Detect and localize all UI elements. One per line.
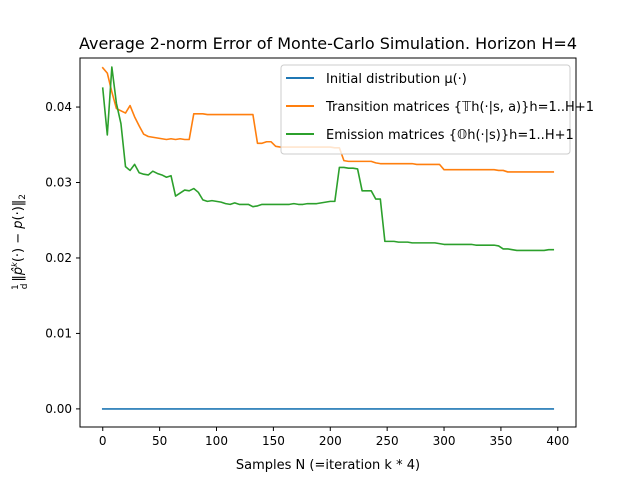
svg-text:1d‖p̂k(·) − p(·)‖2: 1d‖p̂k(·) − p(·)‖2 <box>10 194 30 290</box>
legend-box <box>280 64 571 155</box>
y-tick-label: 0.01 <box>45 326 72 340</box>
plot-area-frame <box>79 57 577 428</box>
legend-label-initial: Initial distribution μ(·) <box>326 72 467 87</box>
legend: Initial distribution μ(·) Transition mat… <box>280 64 594 155</box>
series-line-emission-matrices <box>101 66 555 252</box>
y-axis-ticks: 0.00 0.01 0.02 0.03 0.04 <box>45 100 80 416</box>
x-tick-label: 100 <box>205 434 228 448</box>
y-tick-label: 0.03 <box>45 176 72 190</box>
x-tick-label: 50 <box>152 434 167 448</box>
x-axis-ticks: 0 50 100 150 200 250 300 350 400 <box>99 427 569 448</box>
x-tick-label: 200 <box>319 434 342 448</box>
x-tick-label: 250 <box>376 434 399 448</box>
x-tick-label: 400 <box>546 434 569 448</box>
legend-label-emission: Emission matrices {𝕆h(·|s)}h=1..H+1 <box>326 128 574 143</box>
x-tick-label: 300 <box>433 434 456 448</box>
x-tick-label: 150 <box>262 434 285 448</box>
x-tick-label: 350 <box>489 434 512 448</box>
y-axis-label: 1d‖p̂k(·) − p(·)‖2 <box>10 194 30 290</box>
y-tick-label: 0.02 <box>45 251 72 265</box>
x-axis-label: Samples N (=iteration k * 4) <box>236 458 420 473</box>
legend-label-transition: Transition matrices {𝕋h(·|s, a)}h=1..H+1 <box>325 100 594 115</box>
chart-title: Average 2-norm Error of Monte-Carlo Simu… <box>79 34 577 53</box>
y-tick-label: 0.00 <box>45 402 72 416</box>
y-tick-label: 0.04 <box>45 100 72 114</box>
x-tick-label: 0 <box>99 434 107 448</box>
